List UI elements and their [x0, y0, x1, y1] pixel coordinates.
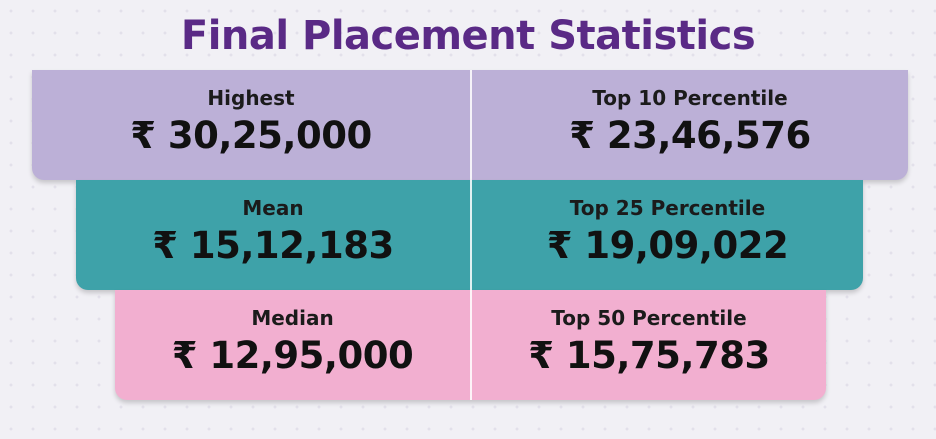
stats-row-3: Median ₹ 12,95,000 Top 50 Percentile ₹ 1…	[115, 290, 826, 400]
stat-mean: Mean ₹ 15,12,183	[76, 180, 470, 290]
stat-value: ₹ 23,46,576	[569, 114, 811, 157]
stat-label: Top 25 Percentile	[569, 196, 766, 220]
stat-median: Median ₹ 12,95,000	[115, 290, 470, 400]
stat-value: ₹ 15,75,783	[528, 334, 770, 377]
stat-top-10-percentile: Top 10 Percentile ₹ 23,46,576	[470, 70, 908, 180]
stat-value: ₹ 19,09,022	[546, 224, 789, 267]
stat-label: Highest	[207, 86, 295, 110]
stat-top-25-percentile: Top 25 Percentile ₹ 19,09,022	[470, 180, 863, 290]
stat-value: ₹ 12,95,000	[171, 334, 414, 377]
stat-label: Top 10 Percentile	[592, 86, 788, 110]
page-title: Final Placement Statistics	[180, 13, 756, 59]
stat-label: Median	[251, 306, 334, 330]
stat-label: Mean	[242, 196, 304, 220]
stat-value: ₹ 15,12,183	[152, 224, 394, 267]
stats-row-1: Highest ₹ 30,25,000 Top 10 Percentile ₹ …	[32, 70, 908, 180]
stat-top-50-percentile: Top 50 Percentile ₹ 15,75,783	[470, 290, 826, 400]
stats-row-2: Mean ₹ 15,12,183 Top 25 Percentile ₹ 19,…	[76, 180, 863, 290]
stat-label: Top 50 Percentile	[551, 306, 747, 330]
stat-value: ₹ 30,25,000	[130, 114, 372, 157]
stat-highest: Highest ₹ 30,25,000	[32, 70, 470, 180]
